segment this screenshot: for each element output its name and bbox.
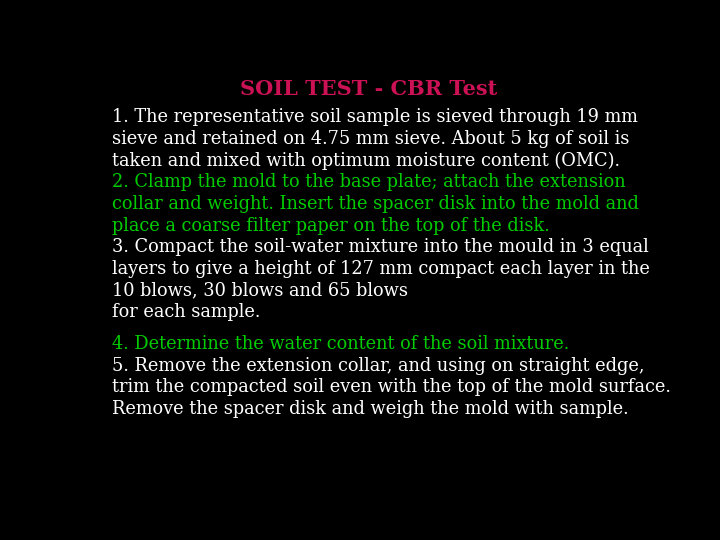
Text: trim the compacted soil even with the top of the mold surface.: trim the compacted soil even with the to… bbox=[112, 379, 671, 396]
Text: taken and mixed with optimum moisture content (OMC).: taken and mixed with optimum moisture co… bbox=[112, 152, 621, 170]
Text: 5. Remove the extension collar, and using on straight edge,: 5. Remove the extension collar, and usin… bbox=[112, 357, 645, 375]
Text: collar and weight. Insert the spacer disk into the mold and: collar and weight. Insert the spacer dis… bbox=[112, 195, 639, 213]
Text: Remove the spacer disk and weigh the mold with sample.: Remove the spacer disk and weigh the mol… bbox=[112, 400, 629, 418]
Text: layers to give a height of 127 mm compact each layer in the: layers to give a height of 127 mm compac… bbox=[112, 260, 650, 278]
Text: 3. Compact the soil-water mixture into the mould in 3 equal: 3. Compact the soil-water mixture into t… bbox=[112, 238, 649, 256]
Text: for each sample.: for each sample. bbox=[112, 303, 261, 321]
Text: place a coarse filter paper on the top of the disk.: place a coarse filter paper on the top o… bbox=[112, 217, 550, 234]
Text: 10 blows, 30 blows and 65 blows: 10 blows, 30 blows and 65 blows bbox=[112, 281, 408, 300]
Text: sieve and retained on 4.75 mm sieve. About 5 kg of soil is: sieve and retained on 4.75 mm sieve. Abo… bbox=[112, 130, 630, 148]
Text: SOIL TEST - CBR Test: SOIL TEST - CBR Test bbox=[240, 79, 498, 99]
Text: 2. Clamp the mold to the base plate; attach the extension: 2. Clamp the mold to the base plate; att… bbox=[112, 173, 626, 191]
Text: 4. Determine the water content of the soil mixture.: 4. Determine the water content of the so… bbox=[112, 335, 570, 353]
Text: 1. The representative soil sample is sieved through 19 mm: 1. The representative soil sample is sie… bbox=[112, 109, 638, 126]
